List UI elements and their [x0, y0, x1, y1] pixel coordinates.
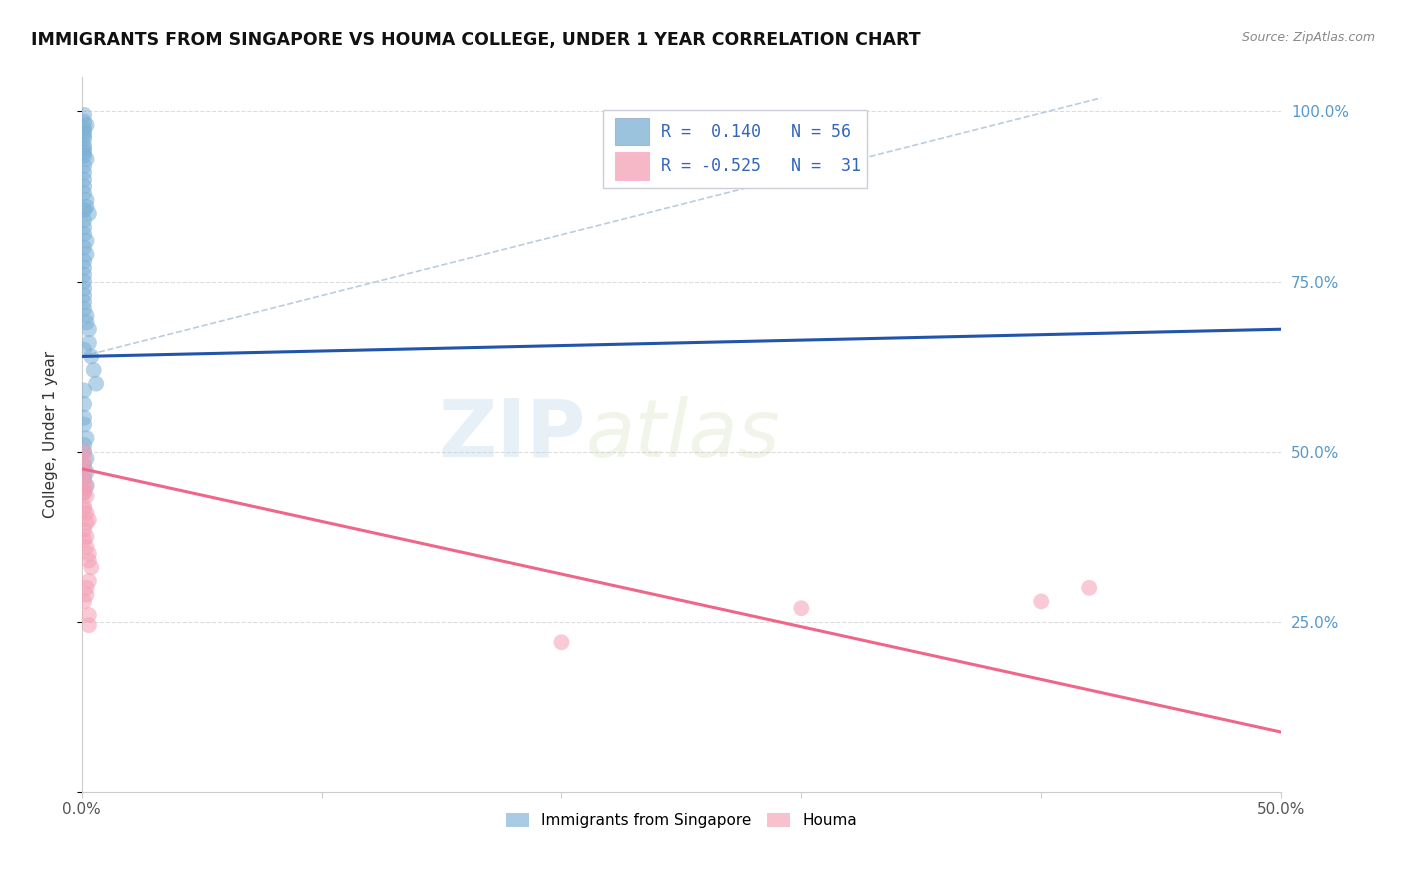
Point	[76, 200, 98, 214]
Point	[73, 159, 96, 173]
Point	[73, 451, 96, 466]
Point	[73, 288, 96, 302]
Point	[84, 376, 107, 391]
Point	[73, 485, 96, 500]
Point	[73, 444, 96, 458]
Point	[73, 485, 96, 500]
Point	[73, 410, 96, 425]
Point	[76, 465, 98, 479]
Point	[73, 213, 96, 227]
Point	[73, 142, 96, 156]
Point	[77, 335, 100, 350]
Point	[73, 138, 96, 153]
Point	[73, 121, 96, 136]
Point	[73, 275, 96, 289]
Point	[76, 315, 98, 329]
Point	[73, 523, 96, 537]
Text: IMMIGRANTS FROM SINGAPORE VS HOUMA COLLEGE, UNDER 1 YEAR CORRELATION CHART: IMMIGRANTS FROM SINGAPORE VS HOUMA COLLE…	[31, 31, 921, 49]
Point	[77, 206, 100, 220]
Point	[73, 203, 96, 218]
Point	[73, 260, 96, 275]
Point	[73, 166, 96, 180]
Point	[73, 458, 96, 473]
Point	[73, 343, 96, 357]
Point	[73, 465, 96, 479]
FancyBboxPatch shape	[603, 110, 868, 188]
Point	[1031, 594, 1053, 608]
Point	[76, 193, 98, 207]
FancyBboxPatch shape	[616, 153, 650, 179]
Point	[73, 172, 96, 186]
Point	[73, 594, 96, 608]
FancyBboxPatch shape	[616, 118, 650, 145]
Point	[83, 363, 105, 377]
Point	[73, 220, 96, 235]
Point	[73, 241, 96, 255]
Point	[73, 254, 96, 268]
Point	[76, 118, 98, 132]
Point	[73, 444, 96, 458]
Point	[76, 451, 98, 466]
Point	[76, 234, 98, 248]
Point	[76, 530, 98, 544]
Point	[76, 588, 98, 602]
Point	[73, 281, 96, 295]
Text: atlas: atlas	[585, 396, 780, 474]
Point	[73, 472, 96, 486]
Point	[73, 149, 96, 163]
Point	[77, 547, 100, 561]
Point	[73, 417, 96, 432]
Point	[77, 322, 100, 336]
Point	[80, 560, 103, 574]
Point	[77, 513, 100, 527]
Text: R =  0.140   N = 56: R = 0.140 N = 56	[661, 123, 851, 141]
Point	[73, 125, 96, 139]
Point	[76, 479, 98, 493]
Point	[73, 458, 96, 473]
Point	[76, 506, 98, 520]
Point	[73, 145, 96, 160]
Point	[76, 479, 98, 493]
Point	[73, 499, 96, 513]
Point	[73, 131, 96, 145]
Point	[76, 152, 98, 166]
Point	[80, 350, 103, 364]
Point	[73, 179, 96, 194]
Point	[73, 301, 96, 316]
Point	[73, 533, 96, 548]
Point	[1078, 581, 1101, 595]
Point	[73, 108, 96, 122]
Point	[73, 502, 96, 516]
Point	[76, 516, 98, 531]
Point	[73, 438, 96, 452]
Text: R = -0.525   N =  31: R = -0.525 N = 31	[661, 157, 860, 175]
Point	[77, 618, 100, 632]
Point	[76, 309, 98, 323]
Point	[73, 295, 96, 310]
Point	[76, 247, 98, 261]
Point	[77, 607, 100, 622]
Text: Source: ZipAtlas.com: Source: ZipAtlas.com	[1241, 31, 1375, 45]
Point	[76, 489, 98, 503]
Y-axis label: College, Under 1 year: College, Under 1 year	[44, 351, 58, 518]
Point	[76, 540, 98, 554]
Point	[73, 397, 96, 411]
Point	[73, 384, 96, 398]
Point	[550, 635, 572, 649]
Point	[76, 431, 98, 445]
Text: ZIP: ZIP	[439, 396, 585, 474]
Point	[73, 472, 96, 486]
Point	[73, 227, 96, 241]
Legend: Immigrants from Singapore, Houma: Immigrants from Singapore, Houma	[501, 807, 863, 834]
Point	[73, 128, 96, 143]
Point	[76, 581, 98, 595]
Point	[790, 601, 813, 615]
Point	[73, 482, 96, 496]
Point	[73, 186, 96, 201]
Point	[73, 114, 96, 128]
Point	[77, 553, 100, 567]
Point	[77, 574, 100, 588]
Point	[73, 268, 96, 282]
